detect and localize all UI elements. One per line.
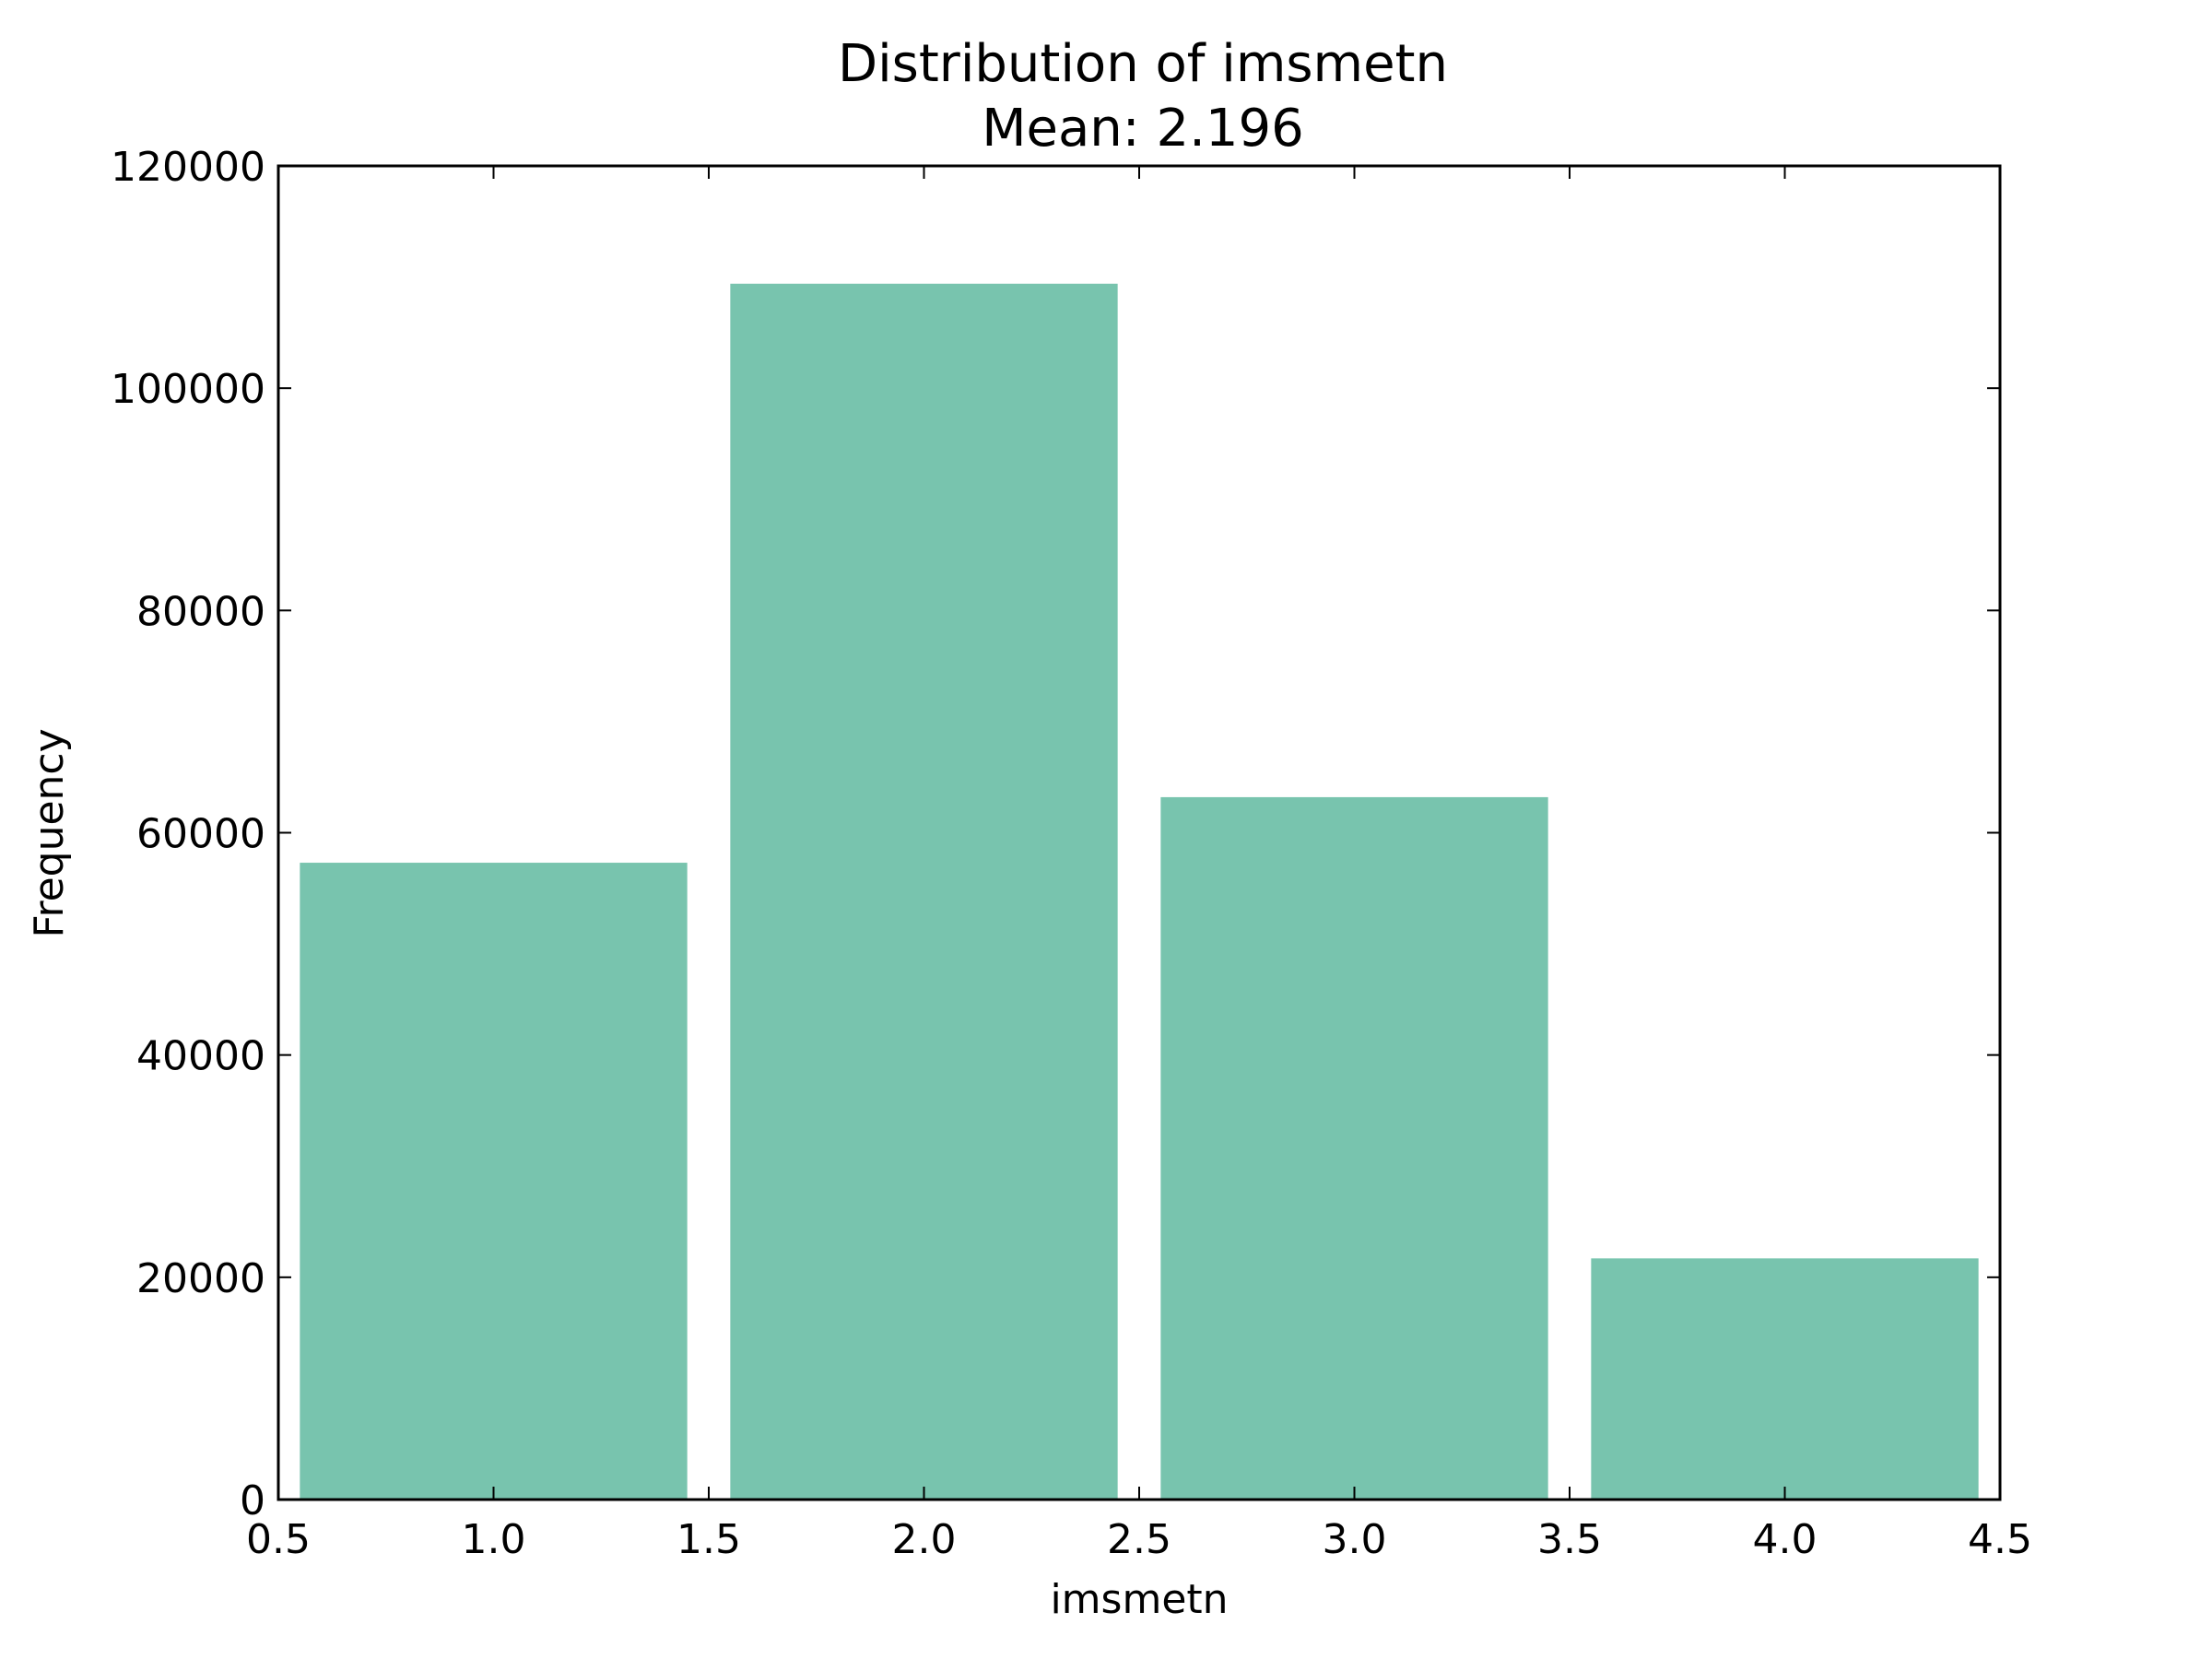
x-tick-label: 3.0 (1323, 1516, 1387, 1563)
bar-4 (1591, 1258, 1979, 1500)
y-tick-label: 120000 (111, 144, 265, 191)
y-tick-label: 80000 (136, 588, 265, 635)
bars-group (300, 283, 1979, 1500)
y-axis-label: Frequency (26, 728, 73, 937)
x-axis-label: imsmetn (1050, 1576, 1228, 1623)
bar-2 (730, 283, 1118, 1500)
ticks-group: 0.5 1.0 1.5 2.0 2.5 3.0 3.5 4.0 4.5 0 20000 40000 60… (111, 144, 2032, 1563)
bar-1 (300, 863, 688, 1500)
x-tick-label: 2.5 (1107, 1516, 1171, 1563)
x-tick-label: 0.5 (246, 1516, 311, 1563)
y-tick-label: 20000 (136, 1255, 265, 1302)
y-tick-label: 60000 (136, 811, 265, 858)
x-tick-label: 3.5 (1537, 1516, 1602, 1563)
y-tick-label: 100000 (111, 366, 265, 413)
bar-3 (1160, 796, 1548, 1500)
x-tick-label: 4.0 (1753, 1516, 1818, 1563)
x-tick-label: 2.0 (892, 1516, 957, 1563)
chart-subtitle: Mean: 2.196 (982, 99, 1304, 159)
y-tick-label: 40000 (136, 1033, 265, 1080)
x-tick-label: 1.0 (462, 1516, 526, 1563)
x-tick-label: 4.5 (1968, 1516, 2032, 1563)
plot-frame (276, 164, 2002, 1501)
chart-title: Distribution of imsmetn (838, 34, 1448, 94)
y-tick-label: 0 (240, 1477, 265, 1524)
x-tick-label: 1.5 (677, 1516, 741, 1563)
